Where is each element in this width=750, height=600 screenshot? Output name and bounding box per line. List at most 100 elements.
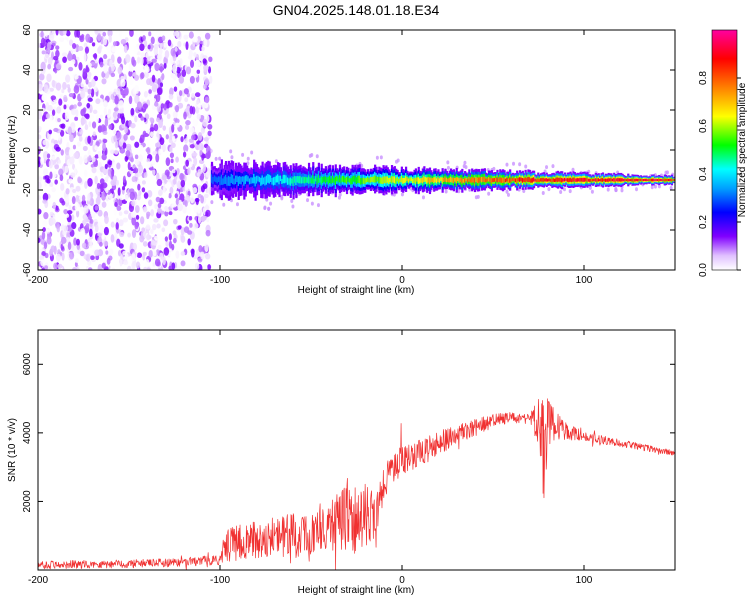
heatmap-cell — [597, 178, 600, 182]
heatmap-cell — [180, 251, 186, 256]
heatmap-cell — [310, 178, 313, 184]
heatmap-cell — [80, 117, 86, 125]
heatmap-cell — [569, 177, 572, 182]
heatmap-cell — [60, 236, 67, 244]
heatmap-cell — [369, 177, 373, 183]
heatmap-cell — [87, 97, 93, 102]
heatmap-cell — [205, 229, 211, 237]
heatmap-cell — [161, 174, 168, 181]
heatmap-cell — [83, 42, 88, 48]
heatmap-cell — [222, 178, 225, 185]
heatmap-cell — [451, 177, 454, 183]
heatmap-cell — [68, 93, 75, 98]
spectrogram-y-label: Frequency (Hz) — [7, 116, 18, 185]
heatmap-cell — [446, 160, 450, 165]
heatmap-cell — [193, 222, 199, 229]
heatmap-cell — [428, 177, 432, 185]
heatmap-cell — [57, 134, 61, 141]
heatmap-cell — [64, 147, 70, 156]
heatmap-cell — [89, 239, 93, 249]
spectrogram-y-tick-label: -60 — [22, 262, 33, 277]
heatmap-cell — [191, 152, 198, 157]
heatmap-cell — [628, 179, 631, 182]
heatmap-cell — [274, 176, 277, 185]
heatmap-cell — [667, 178, 671, 182]
heatmap-cell — [409, 177, 412, 182]
heatmap-cell — [509, 177, 512, 183]
heatmap-cell — [440, 177, 443, 181]
heatmap-cell — [306, 177, 309, 183]
heatmap-cell — [490, 178, 493, 184]
heatmap-cell — [136, 56, 141, 64]
heatmap-cell — [312, 174, 315, 184]
heatmap-cell — [338, 175, 342, 183]
heatmap-cell — [38, 134, 42, 140]
heatmap-cell — [122, 186, 126, 191]
heatmap-cell — [71, 222, 77, 230]
heatmap-cell — [549, 178, 553, 182]
heatmap-cell — [244, 175, 247, 184]
heatmap-cell — [171, 169, 176, 174]
snr-x-tick-label: -200 — [28, 575, 48, 586]
heatmap-cell — [156, 105, 162, 113]
spectrogram-heatmap — [38, 30, 675, 270]
heatmap-cell — [67, 241, 72, 251]
heatmap-cell — [130, 122, 136, 129]
heatmap-cell — [134, 115, 138, 123]
heatmap-cell — [316, 203, 320, 208]
heatmap-cell — [127, 232, 132, 238]
heatmap-cell — [151, 223, 157, 231]
heatmap-cell — [123, 210, 129, 215]
heatmap-cell — [124, 194, 129, 202]
heatmap-cell — [65, 196, 70, 204]
heatmap-cell — [194, 60, 201, 68]
heatmap-cell — [278, 175, 281, 185]
heatmap-cell — [434, 176, 437, 183]
snr-y-tick-label: 2000 — [22, 490, 33, 513]
heatmap-cell — [534, 178, 537, 182]
heatmap-cell — [596, 178, 599, 182]
heatmap-cell — [104, 163, 108, 170]
heatmap-cell — [656, 178, 659, 182]
heatmap-cell — [118, 100, 124, 109]
heatmap-cell — [653, 184, 657, 189]
heatmap-cell — [183, 34, 189, 40]
heatmap-cell — [113, 206, 117, 216]
heatmap-cell — [390, 176, 394, 184]
heatmap-cell — [64, 213, 70, 218]
heatmap-cell — [499, 176, 502, 183]
heatmap-cell — [48, 129, 53, 135]
heatmap-cell — [147, 44, 151, 50]
heatmap-cell — [138, 190, 142, 196]
heatmap-cell — [101, 78, 107, 85]
heatmap-cell — [91, 156, 96, 163]
heatmap-cell — [584, 177, 588, 182]
heatmap-cell — [41, 231, 46, 240]
heatmap-cell — [606, 178, 609, 182]
heatmap-cell — [140, 72, 145, 79]
heatmap-cell — [323, 176, 326, 182]
heatmap-cell — [496, 177, 499, 183]
heatmap-cell — [132, 242, 138, 251]
heatmap-cell — [86, 108, 90, 113]
heatmap-cell — [556, 177, 560, 182]
heatmap-cell — [179, 58, 183, 66]
heatmap-cell — [516, 178, 519, 184]
heatmap-cell — [103, 65, 108, 74]
heatmap-cell — [433, 177, 436, 184]
heatmap-cell — [298, 176, 301, 184]
heatmap-cell — [181, 69, 187, 78]
heatmap-cell — [76, 238, 80, 246]
heatmap-cell — [189, 242, 195, 251]
heatmap-cell — [79, 35, 85, 43]
heatmap-cell — [119, 195, 125, 200]
heatmap-cell — [78, 156, 83, 165]
heatmap-cell — [57, 118, 61, 123]
heatmap-cell — [145, 258, 150, 267]
heatmap-cell — [103, 240, 109, 247]
heatmap-cell — [331, 175, 335, 183]
heatmap-cell — [177, 40, 182, 48]
snr-x-ticks: -200 -100 0 100 — [28, 330, 593, 586]
heatmap-cell — [417, 177, 420, 184]
heatmap-cell — [61, 52, 68, 57]
